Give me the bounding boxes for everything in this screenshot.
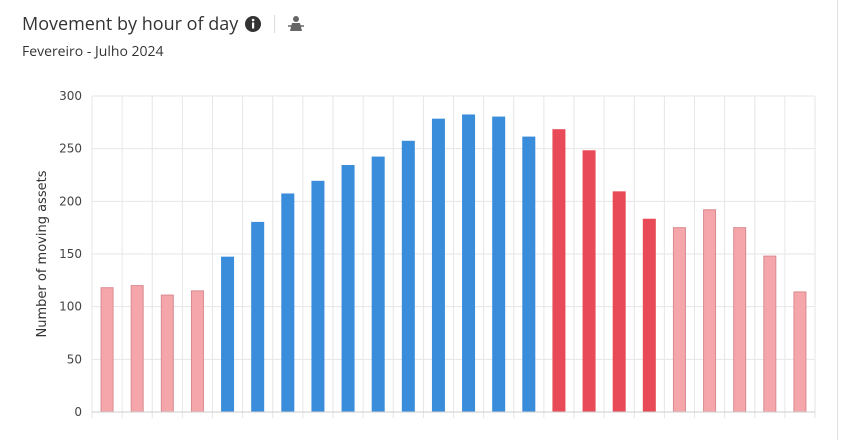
- y-tick-label: 200: [59, 194, 82, 208]
- bar: [703, 209, 717, 413]
- page: {"header": {"title": "Movement by hour o…: [22, 0, 838, 440]
- y-tick-label: 100: [59, 300, 82, 314]
- y-axis-title: Number of moving assets: [35, 170, 50, 337]
- y-tick-label: 0: [74, 405, 82, 419]
- title-row: Movement by hour of day: [22, 12, 305, 36]
- y-tick-label: 300: [59, 89, 82, 103]
- y-tick-label: 50: [67, 352, 82, 366]
- y-tick-label: 150: [59, 247, 82, 261]
- bar: [462, 114, 476, 413]
- bar: [522, 136, 536, 413]
- bar: [612, 191, 626, 413]
- bar: [672, 227, 686, 413]
- bar: [492, 116, 506, 413]
- bar: [733, 227, 747, 413]
- info-icon[interactable]: [244, 15, 262, 33]
- bar: [341, 165, 355, 413]
- separator: [274, 15, 276, 33]
- bar: [431, 118, 445, 413]
- y-tick-label: 250: [59, 142, 82, 156]
- bar: [642, 218, 656, 413]
- chart-subtitle: Fevereiro - Julho 2024: [22, 42, 164, 61]
- chart-title: Movement by hour of day: [22, 12, 239, 36]
- bar: [793, 291, 807, 413]
- bar: [160, 294, 174, 413]
- person-icon[interactable]: [287, 15, 305, 33]
- bar: [130, 285, 144, 413]
- bar: [281, 193, 295, 413]
- bar: [251, 221, 265, 413]
- bar: [190, 290, 204, 413]
- bar: [552, 129, 566, 413]
- bar: [763, 255, 777, 413]
- bar: [582, 150, 596, 413]
- bar: [221, 256, 235, 413]
- bar: [371, 156, 385, 413]
- bar: [401, 140, 415, 413]
- bar: [311, 180, 325, 413]
- bar: [100, 287, 114, 413]
- chart: 0 50 100 150 200 250 300 Number of moving asset…: [35, 89, 816, 419]
